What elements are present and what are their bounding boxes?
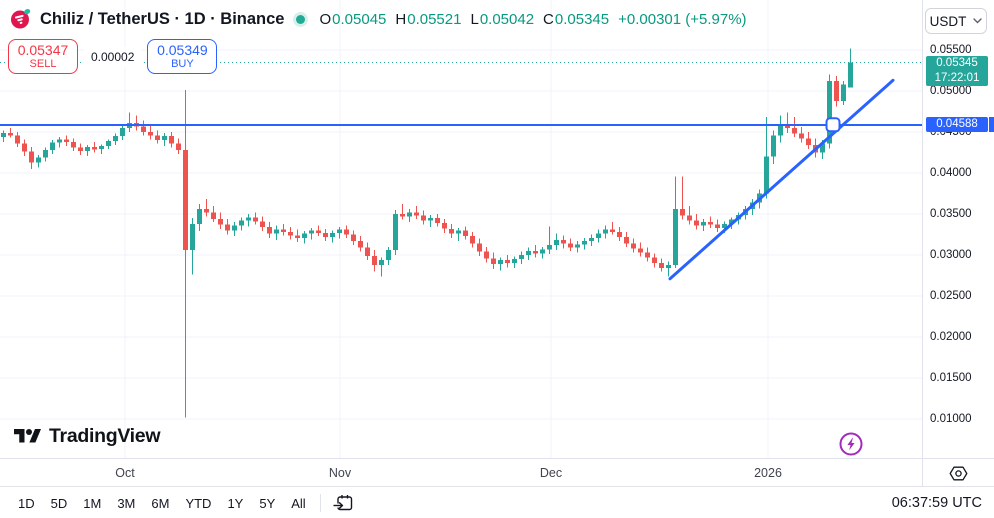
open-label: O — [319, 10, 332, 28]
range-button-ytd[interactable]: YTD — [185, 495, 212, 511]
open-value: 0.05045 — [332, 10, 387, 28]
price-tick-label: 0.04000 — [930, 167, 972, 179]
trade-buttons: 0.05347 SELL 0.00002 0.05349 BUY — [8, 39, 218, 74]
high-value: 0.05521 — [407, 10, 462, 28]
hexagon-circle-icon — [949, 466, 968, 480]
price-scale-settings-button[interactable] — [922, 459, 994, 487]
price-tick-label: 0.02500 — [930, 290, 972, 302]
price-scale-drag-handle[interactable] — [989, 117, 994, 133]
high-label: H — [395, 10, 407, 28]
date-range-buttons: 1D 5D 1M 3M 6M YTD 1Y 5Y All — [10, 493, 314, 514]
tradingview-mark-icon — [14, 429, 41, 443]
range-button-1m[interactable]: 1M — [83, 495, 102, 511]
low-label: L — [470, 10, 479, 28]
time-axis-label: Oct — [115, 465, 135, 480]
sell-label: SELL — [29, 58, 57, 71]
low-value: 0.05042 — [479, 10, 535, 28]
time-axis-label: 2026 — [754, 465, 782, 480]
close-label: C — [543, 10, 554, 28]
tradingview-logo[interactable]: TradingView — [14, 425, 161, 448]
lightning-circle-icon — [839, 432, 863, 456]
close-value: 0.05345 — [554, 10, 610, 28]
chiliz-logo-icon — [10, 8, 32, 30]
ohlc-values: O 0.05045 H 0.05521 L 0.05042 C 0.05345 +0.0… — [317, 11, 746, 28]
chart-header: Chiliz / TetherUS · 1D · Binance O 0.0504… — [10, 6, 747, 32]
chevron-down-icon — [973, 18, 983, 24]
horizontal-line-price-badge[interactable]: 0.04588 — [926, 117, 988, 133]
bottom-toolbar: 1D 5D 1M 3M 6M YTD 1Y 5Y All 06:37:59 UTC — [0, 488, 994, 518]
price-tick-label: 0.01000 — [930, 413, 972, 425]
tradingview-wordmark: TradingView — [49, 425, 161, 447]
price-tick-label: 0.01500 — [930, 372, 972, 384]
price-tick-label: 0.05000 — [930, 85, 972, 97]
calendar-arrow-icon — [332, 495, 352, 511]
bar-countdown: 17:22:01 — [934, 71, 980, 84]
range-button-5d[interactable]: 5D — [50, 495, 68, 511]
range-button-3m[interactable]: 3M — [117, 495, 136, 511]
price-tick-label: 0.05500 — [930, 44, 972, 56]
change-value: +0.00301 (+5.97%) — [618, 10, 747, 28]
buy-label: BUY — [171, 58, 194, 71]
market-status-icon[interactable] — [296, 14, 306, 24]
go-to-date-button[interactable] — [327, 491, 360, 515]
currency-selector[interactable]: USDT — [925, 8, 987, 34]
current-price-value: 0.05345 — [936, 56, 978, 69]
price-tick-label: 0.03000 — [930, 249, 972, 261]
price-axis[interactable]: 0.05345 17:22:01 0.04588 0.05500 0.05000 0… — [922, 0, 994, 458]
range-button-1y[interactable]: 1Y — [227, 495, 244, 511]
time-axis[interactable]: Oct Nov Dec 2026 — [0, 458, 994, 487]
buy-button[interactable]: 0.05349 BUY — [147, 39, 218, 74]
range-button-all[interactable]: All — [291, 495, 306, 511]
currency-selector-value: USDT — [929, 13, 967, 29]
spread-value: 0.00002 — [84, 46, 142, 67]
price-tick-label: 0.03500 — [930, 208, 972, 220]
range-button-5y[interactable]: 5Y — [259, 495, 276, 511]
current-price-badge: 0.05345 17:22:01 — [926, 55, 988, 86]
instant-trading-button[interactable] — [838, 431, 864, 457]
sell-button[interactable]: 0.05347 SELL — [8, 39, 78, 74]
symbol-title[interactable]: Chiliz / TetherUS · 1D · Binance — [40, 9, 285, 28]
sell-price: 0.05347 — [17, 41, 69, 58]
range-button-6m[interactable]: 6M — [151, 495, 170, 511]
range-button-1d[interactable]: 1D — [18, 495, 35, 511]
timezone-clock[interactable]: 06:37:59 UTC — [891, 495, 982, 511]
candlestick-chart[interactable] — [0, 0, 922, 458]
time-axis-label: Dec — [539, 465, 563, 480]
toolbar-divider — [319, 494, 321, 512]
buy-price: 0.05349 — [157, 41, 208, 58]
time-axis-label: Nov — [328, 465, 352, 480]
price-tick-label: 0.02000 — [930, 331, 972, 343]
